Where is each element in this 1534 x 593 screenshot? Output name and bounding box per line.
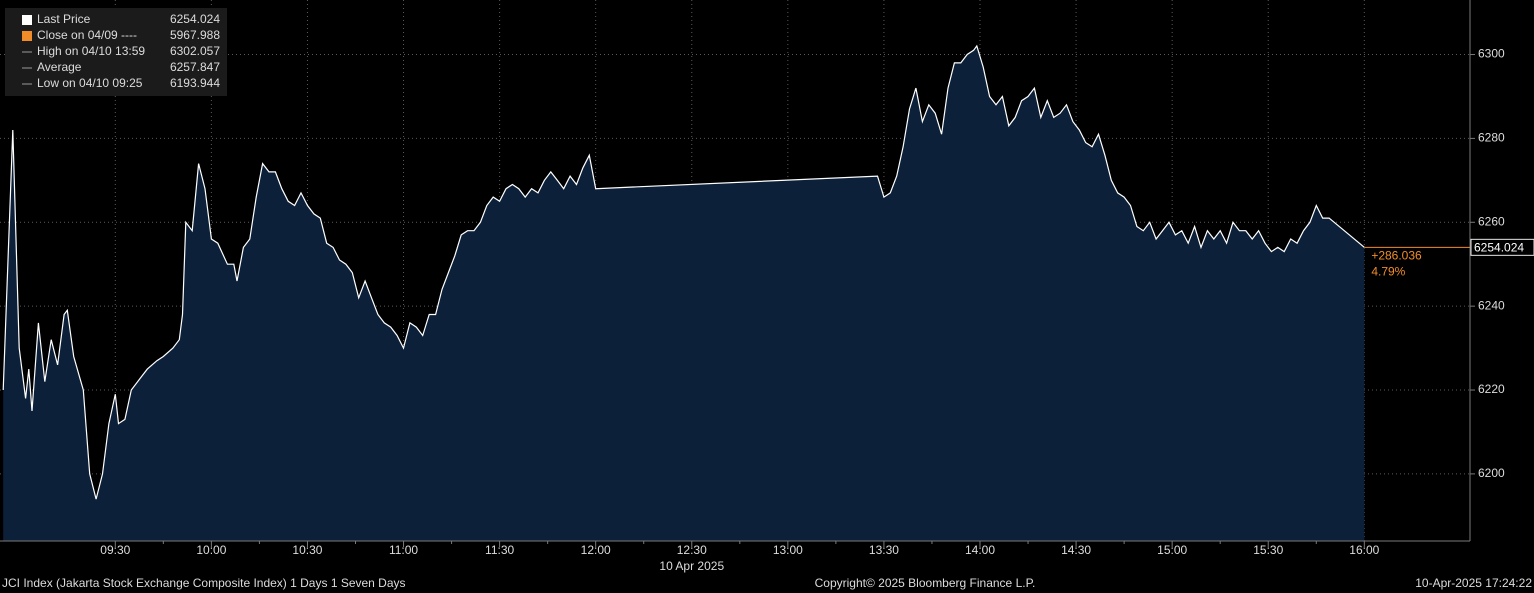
y-tick-label: 6300 <box>1478 47 1505 61</box>
legend-label: Close on 04/09 ---- <box>37 28 137 42</box>
area <box>3 45 1365 542</box>
change-label: +286.036 <box>1371 249 1422 263</box>
legend-swatch <box>22 31 32 41</box>
footer-right: 10-Apr-2025 17:24:22 <box>1415 576 1532 590</box>
last-value-box <box>1470 238 1534 256</box>
x-tick-label: 11:00 <box>389 543 418 557</box>
change-pct-label: 4.79% <box>1371 265 1405 279</box>
date-label: 10 Apr 2025 <box>659 559 724 573</box>
x-tick-label: 10:30 <box>292 543 322 557</box>
footer-left: JCI Index (Jakarta Stock Exchange Compos… <box>2 576 406 590</box>
legend-value: 6257.847 <box>170 60 220 74</box>
x-tick-label: 15:30 <box>1253 543 1283 557</box>
footer-center: Copyright© 2025 Bloomberg Finance L.P. <box>815 576 1036 590</box>
y-tick-label: 6280 <box>1478 131 1505 145</box>
legend-value: 6193.944 <box>170 76 220 90</box>
legend-box <box>5 8 227 96</box>
x-tick-label: 13:00 <box>773 543 803 557</box>
x-tick-label: 10:00 <box>196 543 226 557</box>
x-tick-label: 16:00 <box>1349 543 1379 557</box>
legend-value: 6302.057 <box>170 44 220 58</box>
x-tick-label: 11:30 <box>485 543 514 557</box>
x-tick-label: 12:00 <box>581 543 611 557</box>
legend-swatch <box>22 15 32 25</box>
legend-label: High on 04/10 13:59 <box>37 44 145 58</box>
legend-label: Average <box>37 60 82 74</box>
legend-value: 5967.988 <box>170 28 220 42</box>
line <box>2 44 1365 500</box>
x-tick-label: 13:30 <box>869 543 899 557</box>
plot-area <box>0 0 1470 542</box>
y-tick-label: 6220 <box>1478 382 1505 396</box>
x-tick-label: 14:00 <box>965 543 995 557</box>
y-tick-label: 6200 <box>1478 466 1505 480</box>
legend-label: Low on 04/10 09:25 <box>37 76 143 90</box>
legend-value: 6254.024 <box>170 12 220 26</box>
overlay: 6254.024 +286.036 4.79% Last Price 6254.024 C… <box>5 8 1534 279</box>
x-tick-label: 09:30 <box>100 543 130 557</box>
y-tick-label: 6260 <box>1478 214 1505 228</box>
x-tick-label: 14:30 <box>1061 543 1091 557</box>
legend-label: Last Price <box>37 12 91 26</box>
y-tick-label: 6240 <box>1478 298 1505 312</box>
x-tick-label: 12:30 <box>677 543 707 557</box>
x-tick-label: 15:00 <box>1157 543 1187 557</box>
last-value-label: 6254.024 <box>1474 241 1524 255</box>
